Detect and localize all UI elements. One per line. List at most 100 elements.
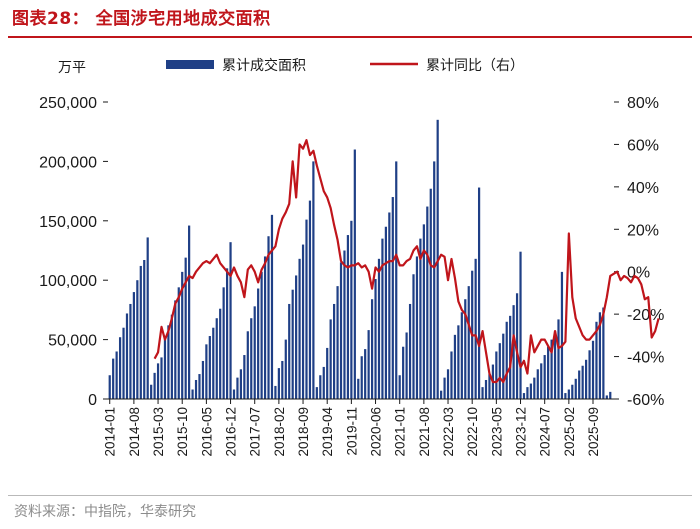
bar (312, 161, 315, 399)
bar (156, 363, 160, 399)
x-axis-tick-label: 2018-02 (272, 407, 287, 457)
bar (429, 188, 432, 399)
bar (602, 307, 605, 399)
bar (460, 312, 463, 399)
bar (125, 313, 129, 399)
bar (122, 327, 125, 399)
legend-bar-swatch (166, 60, 214, 69)
x-axis-tick-label: 2020-06 (369, 407, 384, 457)
bar (433, 161, 436, 399)
bar (467, 286, 470, 399)
bar (163, 337, 167, 399)
bar (381, 238, 384, 399)
bar (291, 289, 294, 399)
x-axis-tick-label: 2024-07 (538, 407, 553, 457)
bar (191, 389, 194, 399)
bar (443, 377, 446, 399)
bar (288, 303, 291, 399)
bar (188, 225, 191, 399)
bar (160, 357, 163, 399)
bar (219, 308, 222, 399)
right-axis-tick-label: 40% (627, 180, 659, 197)
bar (333, 303, 336, 399)
bar (484, 379, 488, 399)
bar (553, 331, 557, 399)
bar (198, 374, 201, 399)
bar (550, 339, 553, 399)
x-axis-tick-label: 2017-07 (248, 407, 263, 457)
bar (146, 237, 149, 399)
bar (353, 149, 356, 399)
bar (298, 258, 301, 399)
source-rule (8, 495, 692, 496)
bar (281, 360, 284, 399)
x-axis-tick-label: 2016-12 (224, 407, 239, 457)
bar (464, 299, 467, 399)
bar (229, 242, 232, 399)
bar (498, 343, 501, 399)
bar (260, 271, 263, 399)
right-axis: -60%-40%-20%0%20%40%60%80% (614, 95, 664, 409)
bar (557, 319, 560, 399)
bar (408, 303, 412, 399)
x-axis-tick-label: 2023-12 (514, 407, 529, 457)
bar (277, 368, 280, 399)
bar (308, 200, 312, 399)
bar (322, 366, 325, 399)
bar (367, 330, 370, 399)
bar (598, 312, 602, 399)
bar (270, 214, 274, 399)
left-axis-tick-label: 0 (88, 392, 97, 409)
bar (405, 332, 408, 399)
line-series (153, 139, 660, 384)
bar (343, 250, 346, 399)
bar (274, 385, 277, 399)
bar (170, 314, 173, 399)
bar (398, 375, 401, 399)
bar (243, 355, 246, 399)
bar (305, 219, 308, 399)
bar (536, 369, 539, 399)
right-axis-tick-label: 20% (627, 222, 659, 239)
legend-line-label: 累计同比（右） (426, 58, 524, 74)
bar (588, 350, 591, 399)
bar (402, 346, 405, 399)
bar (239, 369, 243, 399)
bar (547, 346, 550, 399)
right-axis-tick-label: -40% (627, 350, 664, 367)
bar (167, 325, 170, 399)
bar (540, 363, 543, 399)
right-axis-tick-label: -20% (627, 307, 664, 324)
bar (208, 336, 211, 399)
bar (415, 256, 419, 399)
bar (315, 387, 318, 399)
bar (505, 321, 508, 399)
bar (512, 305, 515, 399)
bar (488, 374, 491, 399)
bar (184, 257, 187, 399)
bar (515, 293, 519, 399)
x-axis-tick-label: 2025-09 (586, 407, 601, 457)
x-axis-tick-label: 2022-10 (465, 407, 480, 457)
bar (543, 355, 546, 399)
bar (215, 318, 218, 399)
bar (377, 258, 381, 399)
bar (201, 360, 205, 399)
bar (346, 235, 350, 399)
x-axis-tick-label: 2015-10 (175, 407, 190, 457)
bar (440, 390, 443, 399)
right-axis-tick-label: -60% (627, 392, 664, 409)
bar (419, 238, 422, 399)
bar (595, 321, 598, 399)
chart-title: 图表28： 全国涉宅用地成交面积 (12, 9, 271, 29)
bar (177, 287, 180, 399)
bar (446, 369, 450, 399)
bar (350, 220, 353, 399)
left-axis-tick-label: 200,000 (39, 154, 97, 171)
left-axis-tick-label: 150,000 (39, 214, 97, 231)
bar (481, 387, 484, 399)
bar (205, 344, 208, 399)
bar (564, 393, 567, 399)
x-axis-tick-label: 2021-01 (393, 407, 408, 457)
bar (591, 340, 595, 399)
